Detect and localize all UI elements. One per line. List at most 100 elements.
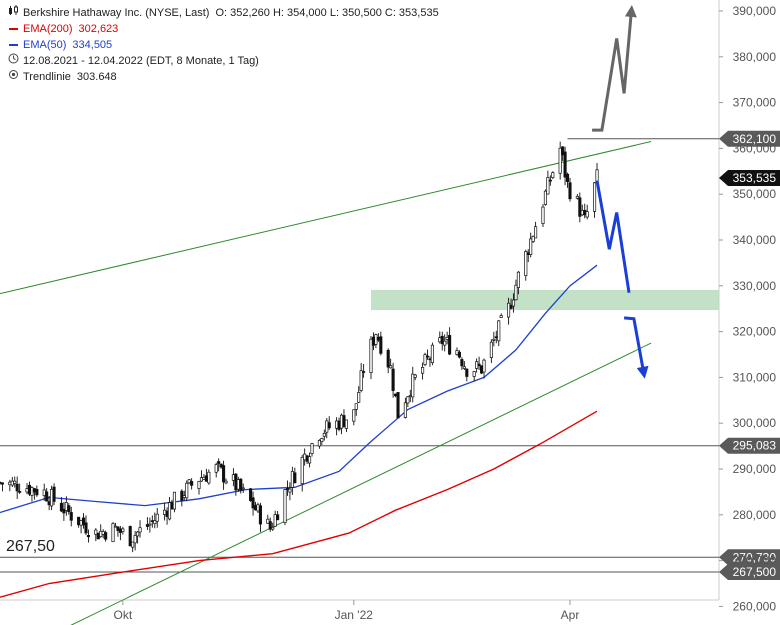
- legend-ohlc: O: 352,260 H: 354,000 L: 350,500 C: 353,…: [215, 7, 439, 19]
- candle-body: [516, 271, 520, 288]
- level-label: 267,500: [719, 564, 780, 581]
- candle: [396, 392, 400, 419]
- candle-body: [94, 529, 98, 535]
- candle-body: [202, 477, 206, 480]
- candle: [118, 526, 122, 541]
- candle-body: [305, 455, 309, 462]
- candle: [25, 483, 29, 495]
- candle-body: [234, 473, 238, 491]
- candle-body: [153, 520, 157, 525]
- candle: [99, 524, 103, 538]
- candle-body: [507, 302, 511, 318]
- candle-body: [593, 182, 597, 212]
- candle: [27, 481, 32, 497]
- candle: [131, 541, 135, 553]
- candle: [303, 448, 307, 466]
- candle-body: [462, 366, 466, 369]
- candle-body: [86, 535, 90, 538]
- candle-body: [371, 336, 375, 346]
- x-tick-label: Okt: [114, 608, 133, 622]
- candle: [465, 368, 469, 382]
- support-zone-rect: [370, 289, 719, 311]
- candle: [276, 510, 280, 521]
- legend-ema50-label: EMA(50): [23, 39, 67, 51]
- x-tick-label: Apr: [561, 608, 580, 622]
- candle-body: [386, 349, 390, 368]
- candle-body: [219, 463, 223, 468]
- candle-icon: [6, 5, 20, 21]
- candle-body: [499, 315, 503, 318]
- level-label-text: 267,500: [733, 565, 777, 579]
- candle: [514, 279, 518, 301]
- candle: [475, 358, 479, 373]
- candle-body: [214, 464, 218, 473]
- y-tick-label: 360,000: [733, 141, 777, 155]
- candle-body: [239, 478, 243, 491]
- candle: [568, 177, 572, 202]
- legend-trendline-value: 303.648: [76, 71, 117, 83]
- legend-trendline-label: Trendlinie: [23, 71, 71, 83]
- x-tick-label: Jan '22: [335, 608, 374, 622]
- candle-body: [492, 338, 496, 341]
- candle: [391, 362, 395, 398]
- candle: [443, 334, 447, 352]
- candle-body: [52, 486, 56, 502]
- candle: [172, 491, 176, 513]
- candle: [499, 313, 503, 319]
- candle-body: [448, 335, 452, 355]
- candle: [290, 466, 294, 495]
- candle-body: [285, 488, 290, 490]
- candle-body: [403, 402, 407, 418]
- candle: [236, 476, 240, 492]
- candle-body: [145, 524, 149, 527]
- candle: [15, 476, 19, 499]
- candle: [96, 532, 100, 540]
- candle: [575, 193, 579, 200]
- candle: [30, 486, 34, 502]
- candle-body: [509, 304, 513, 309]
- candle: [104, 530, 108, 542]
- candle: [543, 189, 547, 206]
- candle-body: [546, 177, 550, 195]
- candle-body: [273, 514, 277, 527]
- candle: [222, 460, 226, 490]
- ema50-swatch-icon: [6, 37, 20, 53]
- candle: [408, 389, 412, 403]
- candle-body: [482, 359, 486, 373]
- candle-body: [69, 512, 73, 521]
- y-tick-label: 340,000: [733, 233, 777, 247]
- candle-body: [77, 516, 81, 526]
- candle-body: [268, 521, 272, 530]
- level-label-box: [719, 437, 780, 454]
- candle-body: [187, 479, 191, 484]
- candle: [335, 417, 339, 436]
- candle-body: [303, 453, 307, 461]
- candle-body: [369, 338, 373, 373]
- candle: [529, 232, 533, 258]
- candle-body: [180, 490, 184, 501]
- candle: [325, 417, 329, 439]
- y-tick-label: 390,000: [733, 4, 777, 18]
- candle-body: [494, 336, 498, 339]
- legend-title-row: Berkshire Hathaway Inc. (NYSE, Last) O: …: [6, 5, 439, 21]
- candle: [423, 352, 427, 367]
- candle: [224, 478, 228, 485]
- candle: [207, 469, 211, 485]
- candle: [50, 485, 54, 511]
- y-tick-label: 310,000: [733, 370, 777, 384]
- candle-body: [251, 497, 255, 509]
- last-price-label: 353,535: [719, 170, 780, 187]
- y-tick-label: 260,000: [733, 599, 777, 613]
- candle-body: [113, 525, 118, 528]
- candle: [285, 480, 290, 496]
- candle-body: [457, 351, 461, 358]
- candle: [354, 403, 358, 416]
- candle: [136, 531, 140, 544]
- candle-body: [352, 409, 356, 422]
- candle: [320, 437, 324, 445]
- candle-body: [118, 528, 122, 533]
- candle: [462, 361, 466, 371]
- candle-body: [47, 501, 51, 506]
